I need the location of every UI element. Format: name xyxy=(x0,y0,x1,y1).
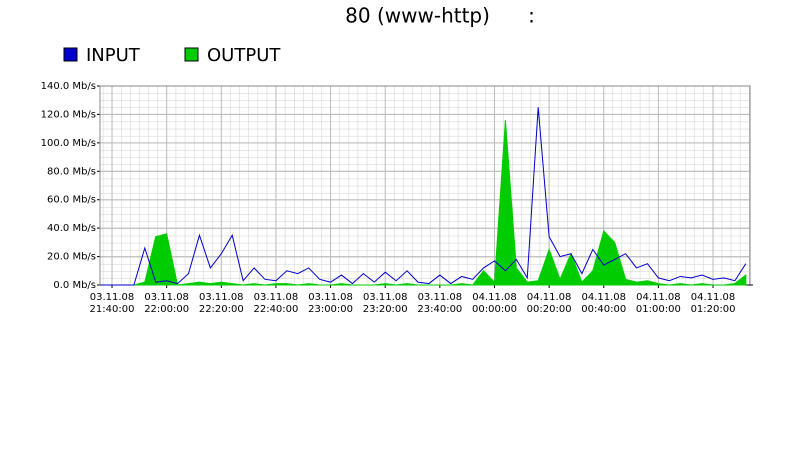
x-tick-label: 04.11.08 00:00:00 xyxy=(472,292,517,315)
x-tick-label: 03.11.08 21:40:00 xyxy=(90,292,135,315)
y-tick-label: 60.0 Mb/s xyxy=(47,195,96,206)
x-tick-label: 04.11.08 00:20:00 xyxy=(527,292,572,315)
x-tick-label: 03.11.08 23:20:00 xyxy=(363,292,408,315)
chart-title: 80 (www-http) : xyxy=(345,4,535,28)
x-tick-label: 03.11.08 22:00:00 xyxy=(144,292,189,315)
legend-swatch xyxy=(63,47,78,62)
y-tick-label: 20.0 Mb/s xyxy=(47,252,96,263)
plot-grid xyxy=(100,86,750,285)
x-tick-label: 03.11.08 22:20:00 xyxy=(199,292,244,315)
y-tick-label: 40.0 Mb/s xyxy=(47,223,96,234)
input-line xyxy=(101,107,747,286)
legend-swatch xyxy=(184,47,199,62)
x-tick-label: 03.11.08 23:40:00 xyxy=(417,292,462,315)
y-tick-label: 100.0 Mb/s xyxy=(41,138,96,149)
y-tick-label: 120.0 Mb/s xyxy=(41,109,96,120)
y-tick-label: 0.0 Mb/s xyxy=(53,280,96,291)
x-tick-label: 03.11.08 22:40:00 xyxy=(253,292,298,315)
x-tick-label: 04.11.08 01:20:00 xyxy=(691,292,736,315)
x-tick-label: 04.11.08 01:00:00 xyxy=(636,292,681,315)
output-area xyxy=(101,120,747,286)
legend-label: INPUT xyxy=(86,45,141,66)
legend-label: OUTPUT xyxy=(207,45,281,66)
y-tick-label: 140.0 Mb/s xyxy=(41,81,96,92)
y-tick-label: 80.0 Mb/s xyxy=(47,166,96,177)
x-tick-label: 03.11.08 23:00:00 xyxy=(308,292,353,315)
x-tick-label: 04.11.08 00:40:00 xyxy=(581,292,626,315)
